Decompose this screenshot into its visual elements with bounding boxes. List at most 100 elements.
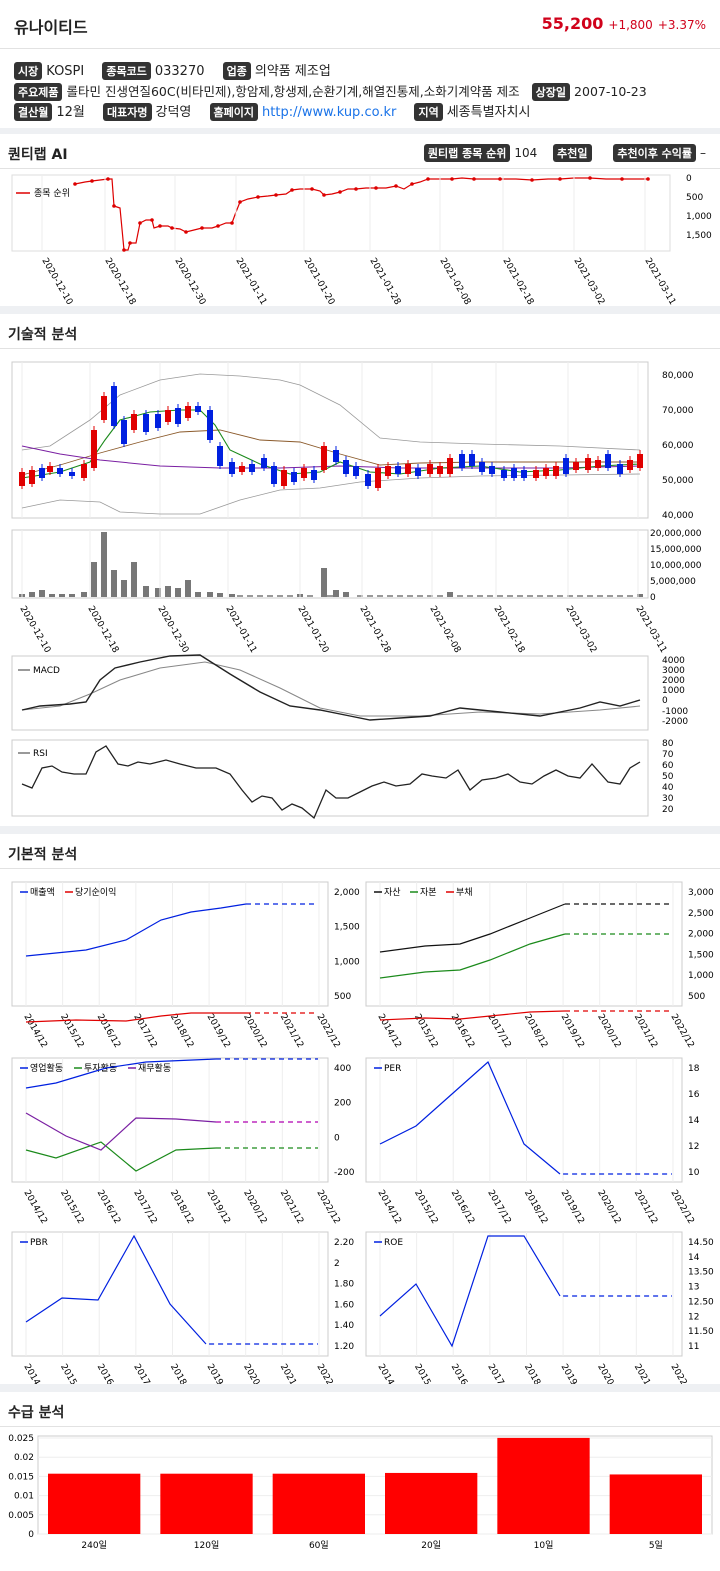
fundamental-card: 기본적 분석 2014/12 2015/12 2016/12 2017/12 2018/… <box>0 834 720 1384</box>
technical-card: 기술적 분석 80,000 70,000 60,000 50,000 40,000 20… <box>0 314 720 826</box>
listed-tag: 상장일 <box>531 83 571 101</box>
rank-x-axis: 2020-12-10 2020-12-18 2020-12-30 2021-01-11… <box>39 175 677 306</box>
supply-bar <box>385 1472 478 1534</box>
year-tick: 2018/12 <box>168 1189 195 1226</box>
volume-bar <box>557 595 563 597</box>
rank-x-tick: 2021-03-02 <box>571 257 606 307</box>
fund-y-tick: 10 <box>688 1168 700 1178</box>
year-tick: 2019/12 <box>204 1013 231 1050</box>
volume-bar <box>527 595 533 597</box>
year-tick: 2014/12 <box>21 1189 48 1226</box>
fund-y-tick: 12.50 <box>688 1297 714 1307</box>
volume-bar <box>497 595 503 597</box>
year-tick: 2014/12 <box>375 1189 402 1226</box>
fundamental-chart-3: 2014/12 2015/12 2016/12 2017/12 2018/12 2019/… <box>11 1057 355 1226</box>
homepage-link[interactable]: http://www.kup.co.kr <box>262 105 397 120</box>
volume-bar <box>121 580 127 597</box>
volume-bar <box>229 594 235 597</box>
price-y-tick: 70,000 <box>662 406 694 416</box>
rank-point <box>338 190 342 194</box>
rank-x-tick: 2020-12-30 <box>172 257 207 307</box>
industry-value: 의약품 제조업 <box>254 64 331 79</box>
candle-body <box>563 458 569 474</box>
volume-bar <box>417 595 423 597</box>
rank-x-tick: 2021-03-11 <box>642 257 677 307</box>
supply-x-label: 10일 <box>534 1540 554 1551</box>
technical-x-tick: 2020-12-30 <box>155 605 190 656</box>
volume-bar <box>39 590 45 597</box>
rsi-y-tick: 70 <box>662 750 674 760</box>
year-tick: 2020/12 <box>241 1013 268 1050</box>
rsi-line <box>21 745 641 820</box>
market-tag: 시장 <box>14 62 43 80</box>
year-tick: 2016/12 <box>449 1363 476 1385</box>
rank-legend: 종목 순위 <box>34 188 70 199</box>
fund-y-tick: 12 <box>688 1312 699 1322</box>
price-y-tick: 50,000 <box>662 476 694 486</box>
candle-body <box>617 464 623 474</box>
candle-body <box>185 406 191 418</box>
ma-120 <box>21 445 641 469</box>
volume-y-tick: 15,000,000 <box>650 545 702 555</box>
volume-bar <box>81 592 87 597</box>
candle-body <box>29 470 35 484</box>
technical-x-tick: 2021-03-11 <box>633 605 668 655</box>
listed-value: 2007-10-23 <box>574 84 647 99</box>
rank-point <box>426 177 430 181</box>
fund-y-tick: 14.50 <box>688 1238 714 1248</box>
rsi-y-tick: 40 <box>662 783 674 793</box>
candle-body <box>301 468 307 478</box>
volume-bar <box>267 595 273 597</box>
candle-body <box>533 470 539 478</box>
year-tick: 2016/12 <box>95 1363 122 1385</box>
quantilab-title: 퀀티랩 AI <box>8 147 68 163</box>
rank-y-tick: 1,500 <box>686 231 712 241</box>
rank-point <box>90 179 94 183</box>
fund-y-tick: 1.60 <box>334 1300 354 1310</box>
candle-body <box>459 454 465 468</box>
volume-bar <box>357 595 363 597</box>
fund-y-tick: 500 <box>688 992 705 1002</box>
supply-bar <box>48 1473 141 1534</box>
candle-body <box>311 470 317 480</box>
volume-bar <box>387 595 393 597</box>
year-tick: 2022/12 <box>668 1363 695 1385</box>
technical-x-tick: 2021-01-28 <box>357 605 392 656</box>
candle-body <box>375 468 381 488</box>
volume-bar <box>247 595 253 597</box>
rank-point <box>122 248 126 252</box>
rank-value: 104 <box>514 146 538 160</box>
fund-y-tick: 13.50 <box>688 1268 714 1278</box>
code-tag: 종목코드 <box>102 62 151 80</box>
macd-y-tick: 3000 <box>662 666 685 676</box>
candle-body <box>47 466 53 472</box>
candle-body <box>595 460 601 468</box>
year-tick: 2022/12 <box>668 1189 695 1226</box>
volume-bar <box>307 595 313 597</box>
fundamental-charts: 2014/12 2015/12 2016/12 2017/12 2018/12 2019/… <box>11 881 714 1385</box>
rank-x-tick: 2021-01-11 <box>233 257 268 307</box>
rank-point <box>138 221 142 225</box>
fund-legend-label: ROE <box>384 1238 403 1248</box>
candle-body <box>521 470 527 478</box>
technical-x-tick: 2020-12-18 <box>85 605 120 656</box>
volume-y-tick: 10,000,000 <box>650 561 702 571</box>
macd-y-tick: 0 <box>662 696 668 706</box>
year-tick: 2015/12 <box>412 1363 439 1385</box>
fundamental-chart-6: 2014/12 2015/12 2016/12 2017/12 2018/12 2019/… <box>365 1231 714 1385</box>
rank-point <box>322 193 326 197</box>
supply-x-label: 120일 <box>194 1540 219 1551</box>
rank-point <box>112 204 116 208</box>
supply-x-label: 20일 <box>421 1540 441 1551</box>
fund-y-tick: 1,500 <box>688 950 714 960</box>
volume-bar <box>237 595 243 597</box>
candle-body <box>239 466 245 472</box>
supply-y-tick: 0.015 <box>8 1472 34 1482</box>
candle-body <box>261 458 267 468</box>
market-value: KOSPI <box>46 64 85 79</box>
volume-bar <box>91 562 97 597</box>
volume-bar <box>507 595 513 597</box>
candle-body <box>511 468 517 478</box>
volume-bar <box>287 595 293 597</box>
supply-bar <box>609 1474 702 1534</box>
